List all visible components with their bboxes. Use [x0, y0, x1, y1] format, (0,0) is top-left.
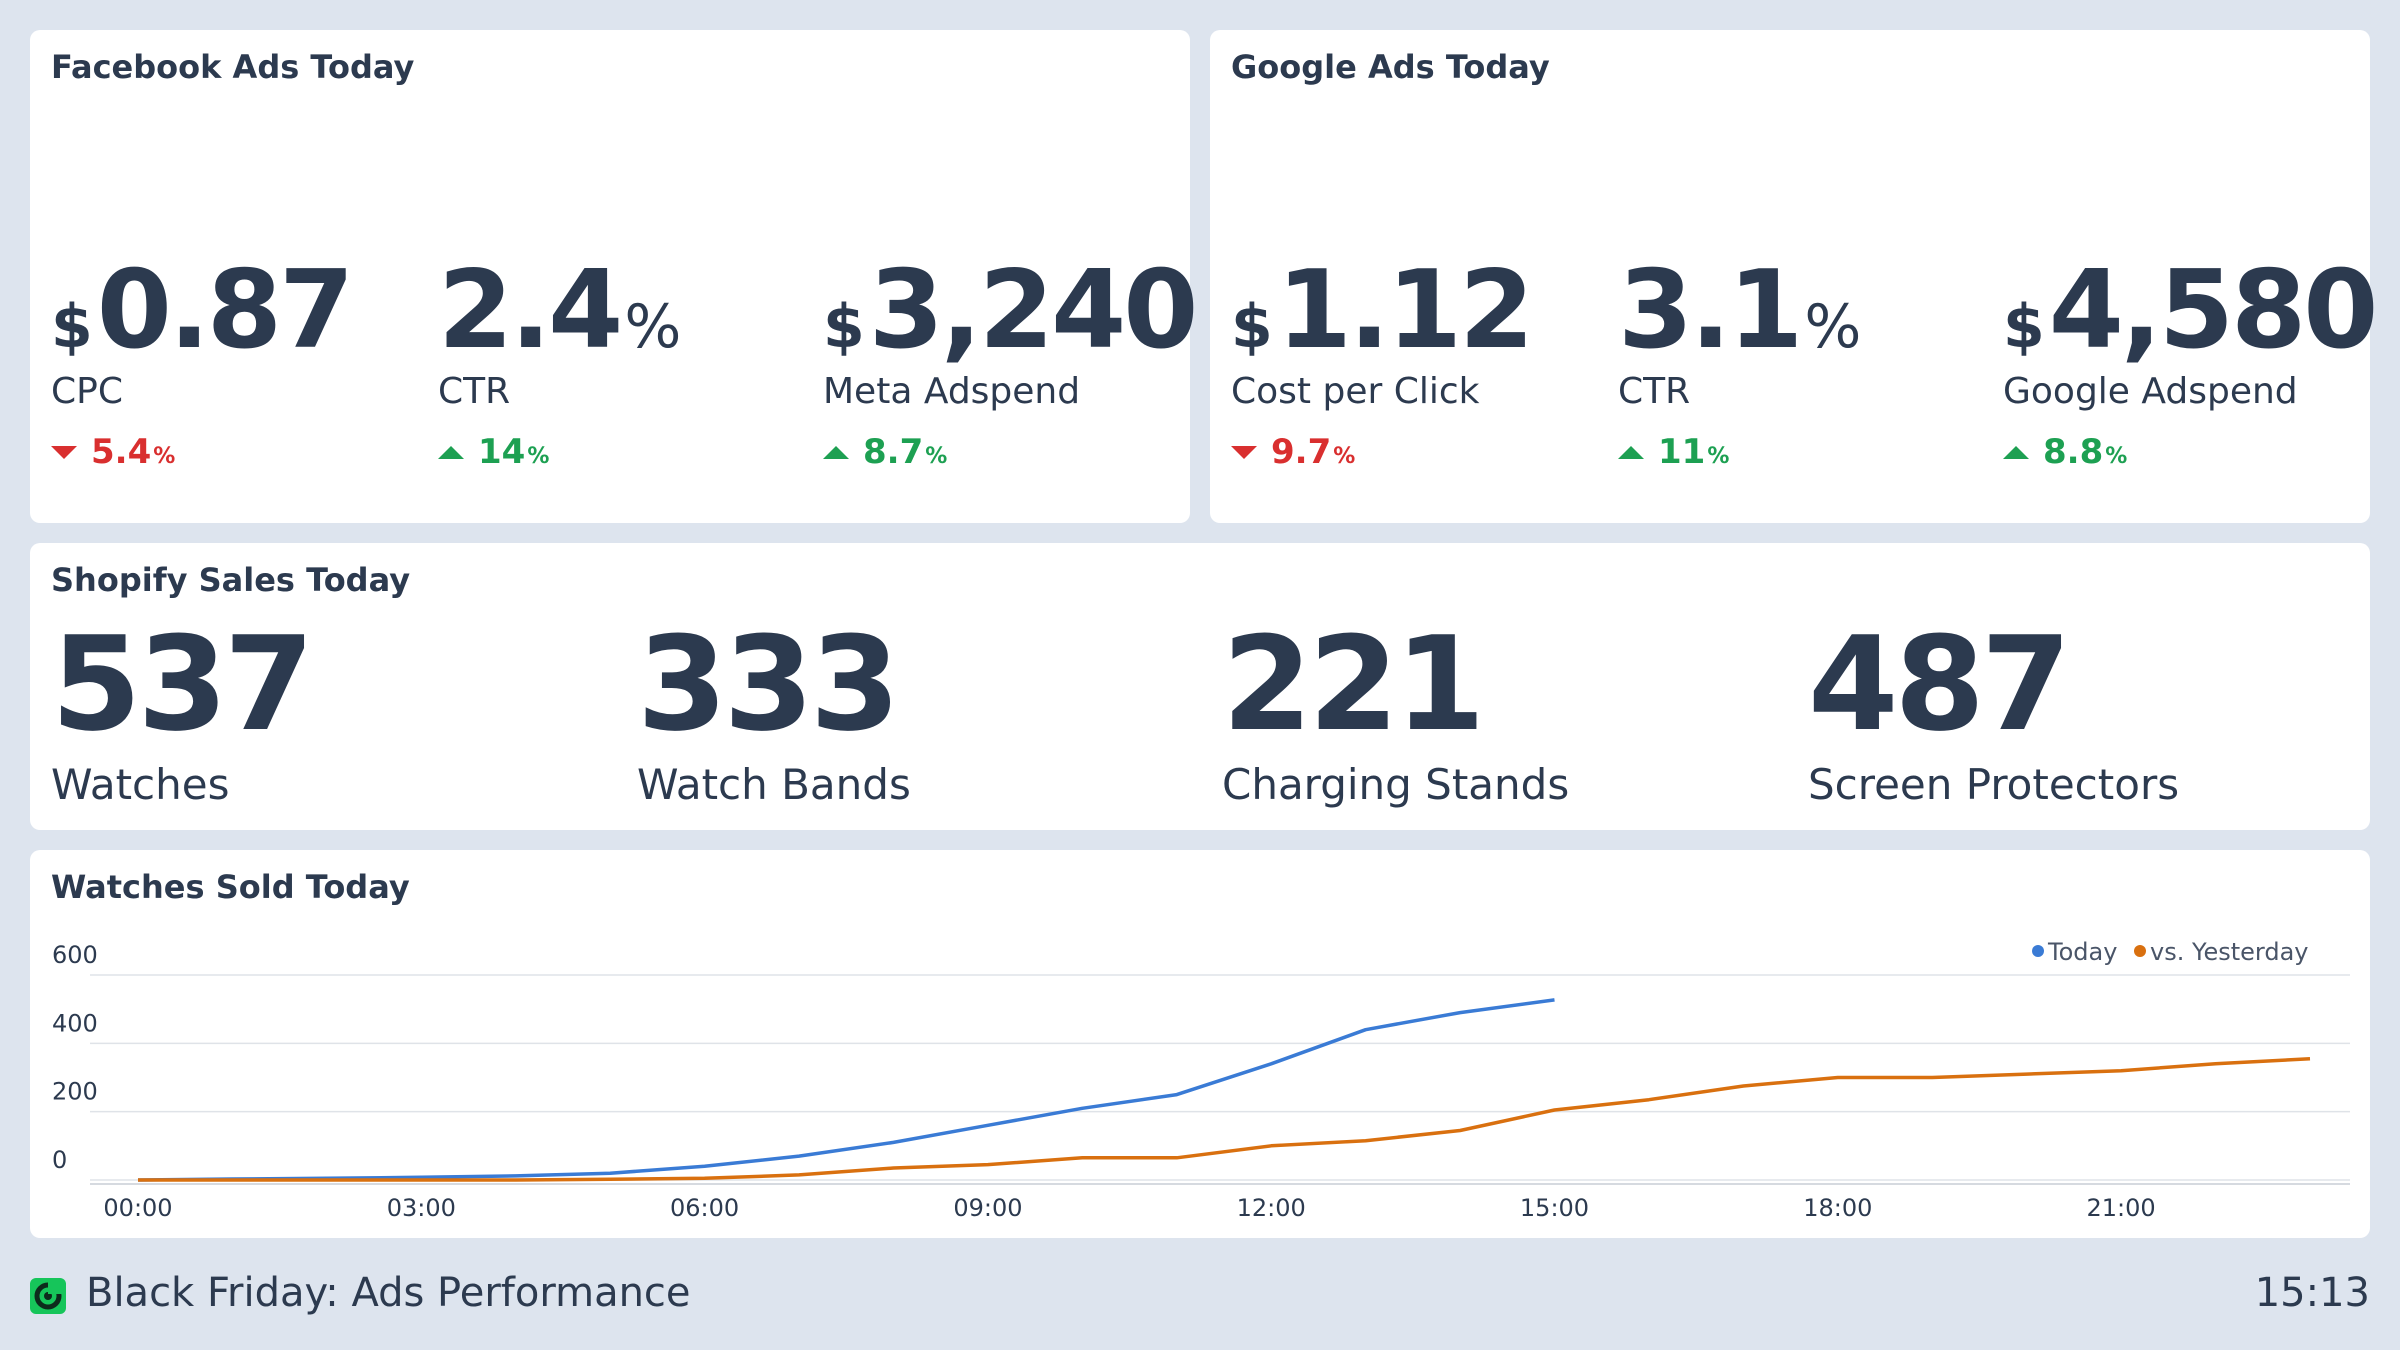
metric-label: CTR — [1618, 371, 1691, 412]
y-tick-label: 0 — [52, 1146, 67, 1174]
delta-unit: % — [1333, 443, 1356, 469]
metric-suffix: % — [624, 292, 682, 362]
metric-value: 3.1 — [1618, 248, 1803, 373]
delta-unit: % — [153, 443, 176, 469]
metric-delta: 8.7 % — [823, 432, 1183, 472]
metric-value: 3,240 — [868, 248, 1199, 373]
sales-stat-charging-stands: 221 Charging Stands — [1222, 608, 1570, 810]
metric-prefix: $ — [823, 292, 865, 362]
metric-delta: 11 % — [1618, 432, 1978, 472]
metric-cost-per-click: $ 1.12 Cost per Click 9.7 % — [1231, 215, 1591, 472]
metric-delta: 8.8 % — [2003, 432, 2363, 472]
sales-label: Watches — [51, 760, 230, 809]
delta-unit: % — [527, 443, 550, 469]
metric-label: Google Adspend — [2003, 371, 2298, 412]
metric-delta: 9.7 % — [1231, 432, 1591, 472]
sales-value: 333 — [637, 608, 900, 760]
sales-stat-watch-bands: 333 Watch Bands — [637, 608, 911, 810]
google-ads-panel: Google Ads Today $ 1.12 Cost per Click 9… — [1210, 30, 2378, 523]
sales-stat-screen-protectors: 487 Screen Protectors — [1808, 608, 2180, 810]
metric-value: 2.4 — [438, 248, 623, 373]
delta-value: 11 — [1658, 432, 1706, 472]
line-chart: 0 200 400 600 00:00 03:00 06:00 09:00 12:00 15:00… — [52, 938, 2350, 1222]
sales-value: 537 — [51, 608, 314, 760]
delta-value: 14 — [478, 432, 526, 472]
arrow-down-icon — [1231, 445, 1257, 459]
delta-value: 9.7 — [1271, 432, 1332, 472]
clock-time: 15:13 — [2254, 1270, 2370, 1316]
arrow-up-icon — [823, 445, 849, 459]
metric-prefix: $ — [1231, 292, 1273, 362]
arrow-up-icon — [438, 445, 464, 459]
arrow-up-icon — [2003, 445, 2029, 459]
metric-label: CTR — [438, 371, 511, 412]
y-tick-label: 200 — [52, 1078, 98, 1106]
metric-prefix: $ — [2003, 292, 2045, 362]
x-tick-label: 21:00 — [2087, 1194, 2156, 1222]
panel-title: Google Ads Today — [1231, 48, 1550, 86]
x-tick-label: 06:00 — [670, 1194, 739, 1222]
sales-value: 487 — [1808, 608, 2071, 760]
delta-value: 8.8 — [2043, 432, 2104, 472]
sales-value: 221 — [1222, 608, 1485, 760]
metric-adspend: $ 4,580 Google Adspend 8.8 % — [2003, 215, 2378, 472]
metric-ctr: 3.1 % CTR 11 % — [1618, 215, 1978, 472]
legend-marker — [2134, 945, 2146, 957]
metric-prefix: $ — [51, 292, 93, 362]
y-tick-label: 600 — [52, 941, 98, 969]
metric-delta: 14 % — [438, 432, 798, 472]
legend-label: Today — [2047, 938, 2117, 966]
chart-title: Watches Sold Today — [51, 868, 410, 906]
sales-label: Watch Bands — [637, 760, 911, 809]
facebook-ads-panel: Facebook Ads Today $ 0.87 CPC 5.4 % 2.4 … — [30, 30, 1198, 523]
series-line-today — [137, 998, 1555, 1182]
panel-title: Shopify Sales Today — [51, 561, 411, 599]
metric-label: Meta Adspend — [823, 371, 1081, 412]
arrow-down-icon — [51, 445, 77, 459]
arrow-up-icon — [1618, 445, 1644, 459]
metric-label: Cost per Click — [1231, 371, 1480, 412]
x-tick-label: 09:00 — [953, 1194, 1022, 1222]
legend-label: vs. Yesterday — [2150, 938, 2308, 966]
metric-adspend: $ 3,240 Meta Adspend 8.7 % — [823, 215, 1198, 472]
delta-value: 8.7 — [863, 432, 924, 472]
panel-title: Facebook Ads Today — [51, 48, 415, 86]
sales-label: Screen Protectors — [1808, 760, 2180, 809]
app-logo-icon — [30, 1278, 66, 1314]
watches-sold-chart-panel: Watches Sold Today 0 200 400 600 00:00 03:00 0… — [30, 850, 2370, 1238]
x-tick-label: 18:00 — [1803, 1194, 1872, 1222]
metric-label: CPC — [51, 371, 123, 412]
y-tick-label: 400 — [52, 1009, 98, 1037]
sales-label: Charging Stands — [1222, 760, 1570, 809]
metric-value: 1.12 — [1276, 248, 1534, 373]
series-line-vs-yesterday — [138, 1056, 2311, 1182]
metric-suffix: % — [1804, 292, 1862, 362]
metric-value: 0.87 — [96, 248, 354, 373]
delta-unit: % — [2105, 443, 2128, 469]
x-tick-label: 15:00 — [1520, 1194, 1589, 1222]
metric-delta: 5.4 % — [51, 432, 411, 472]
x-tick-label: 00:00 — [103, 1194, 172, 1222]
metric-value: 4,580 — [2048, 248, 2379, 373]
sales-stat-watches: 537 Watches — [51, 608, 314, 810]
delta-unit: % — [925, 443, 948, 469]
delta-value: 5.4 — [91, 432, 152, 472]
delta-unit: % — [1707, 443, 1730, 469]
x-tick-label: 12:00 — [1237, 1194, 1306, 1222]
metric-cpc: $ 0.87 CPC 5.4 % — [51, 215, 411, 472]
shopify-sales-panel: Shopify Sales Today 537 Watches 333 Watc… — [30, 543, 2370, 830]
x-tick-label: 03:00 — [387, 1194, 456, 1222]
metric-ctr: 2.4 % CTR 14 % — [438, 215, 798, 472]
dashboard-title: Black Friday: Ads Performance — [86, 1270, 691, 1316]
legend-marker — [2032, 945, 2044, 957]
